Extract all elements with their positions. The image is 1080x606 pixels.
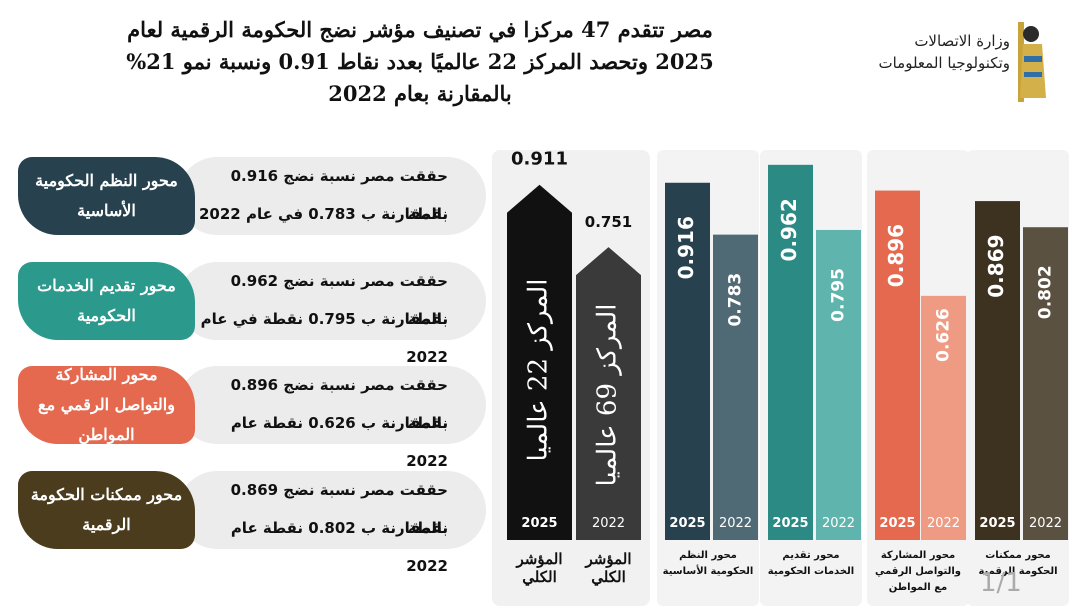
card-label: محور النظم الحكومية الأساسية [18, 157, 195, 235]
series-label: 2022 [927, 516, 960, 531]
category-label: محور تقديم الخدمات الحكومية [767, 550, 855, 577]
card-text: حققت مصر نسبة نضج 0.896 نقطة [230, 376, 448, 432]
category-text: المؤشر الكلي [585, 550, 632, 586]
title-line: بالمقارنة بعام 2022 [328, 81, 512, 106]
rank-annotation: المركز 22 عالميا [524, 278, 554, 461]
series-label: 2022 [822, 516, 855, 531]
category-label: محور النظم الحكومية الأساسية [662, 550, 754, 577]
bar-arrow [507, 184, 572, 540]
value-label: 0.911 [511, 149, 568, 170]
card-label: محور تقديم الخدمات الحكومية [18, 262, 195, 340]
value-label: 0.896 [884, 224, 908, 287]
bar [921, 295, 966, 540]
bar [875, 190, 920, 540]
logo-icon [1018, 22, 1046, 102]
rank-annotation: المركز 69 عالميا [593, 303, 623, 486]
card-bg [178, 471, 486, 549]
card-text: حققت مصر نسبة نضج 0.869 نقطة [230, 481, 448, 537]
category-label: محور ممكنات الحكومة الرقمية [978, 550, 1058, 577]
card-text: بالمقارنة ب 0.795 نقطة في عام 2022 [200, 310, 448, 366]
logo-line: وتكنولوجيا المعلومات [878, 54, 1010, 72]
title: مصر تتقدم 47 مركزا في تصنيف مؤشر نضج الح… [40, 14, 800, 110]
bar [1023, 227, 1068, 540]
card-text: حققت مصر نسبة نضج 0.962 نقطة [230, 272, 448, 328]
series-label: 2022 [592, 516, 625, 531]
card-text: بالمقارنة ب 0.783 في عام 2022 [198, 205, 448, 223]
category-label: محور المشاركة والتواصل الرقمي مع المواطن [874, 550, 962, 593]
value-label: 0.802 [1036, 265, 1056, 319]
series-label: 2025 [669, 516, 705, 531]
card-text: بالمقارنة ب 0.626 نقطة عام 2022 [230, 414, 448, 470]
bar [665, 182, 710, 540]
page-counter: 1/1 [980, 568, 1022, 598]
logo-line: وزارة الاتصالات [914, 32, 1010, 50]
card-bg [178, 366, 486, 444]
card-bg [178, 262, 486, 340]
card-text: حققت مصر نسبة نضج 0.916 نقطة [230, 167, 448, 223]
category-text: المؤشر الكلي [516, 550, 563, 586]
card-text: بالمقارنة ب 0.802 نقطة عام 2022 [230, 519, 448, 575]
bar [816, 229, 861, 540]
value-label: 0.626 [934, 308, 954, 362]
value-label: 0.783 [726, 273, 746, 327]
card-bg [178, 157, 486, 235]
bar [975, 201, 1020, 540]
category-text: محور النظم الحكومية الأساسية [662, 550, 754, 577]
card-label: محور ممكنات الحكومة الرقمية [18, 471, 195, 549]
category-label: المؤشر الكلي [516, 550, 563, 586]
value-label: 0.962 [777, 198, 801, 261]
category-label: المؤشر الكلي [585, 550, 632, 586]
title-line: 2025 وتحصد المركز 22 عالميًا بعدد نقاط 0… [126, 49, 714, 74]
series-label: 2022 [719, 516, 752, 531]
category-text: محور ممكنات الحكومة الرقمية [978, 550, 1058, 577]
card-label: محور المشاركة والتواصل الرقمي مع المواطن [18, 365, 195, 444]
series-label: 2025 [521, 516, 557, 531]
series-label: 2022 [1029, 516, 1062, 531]
logo-text: وزارة الاتصالات وتكنولوجيا المعلومات [820, 30, 1010, 74]
value-label: 0.795 [829, 268, 849, 322]
value-label: 0.751 [585, 213, 632, 231]
title-line: مصر تتقدم 47 مركزا في تصنيف مؤشر نضج الح… [127, 17, 713, 42]
bar-arrow [576, 247, 641, 541]
value-label: 0.869 [984, 234, 1008, 297]
value-label: 0.916 [674, 216, 698, 279]
category-text: محور المشاركة والتواصل الرقمي مع المواطن [874, 550, 962, 593]
bar [768, 164, 813, 540]
category-text: محور تقديم الخدمات الحكومية [767, 550, 855, 577]
series-label: 2025 [879, 516, 915, 531]
series-label: 2025 [979, 516, 1015, 531]
bar [713, 234, 758, 540]
series-label: 2025 [772, 516, 808, 531]
